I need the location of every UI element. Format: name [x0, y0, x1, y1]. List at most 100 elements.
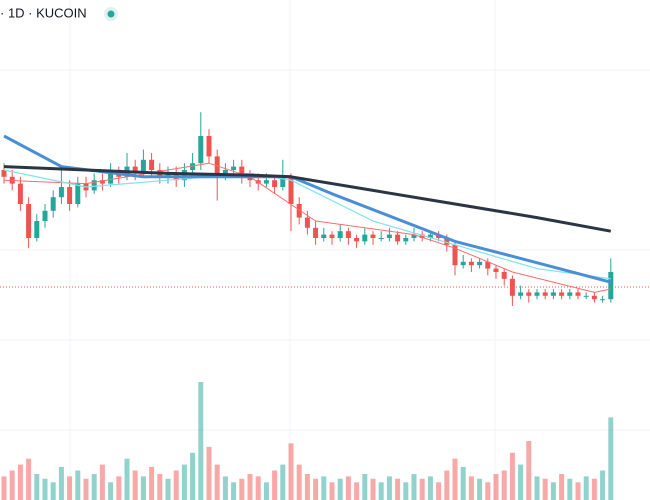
volume-bar — [501, 470, 507, 500]
volume-bar — [419, 478, 425, 500]
volume-bar — [436, 482, 442, 500]
volume-bar — [280, 464, 286, 500]
volume-bar — [411, 474, 417, 500]
chart-title: · 1D · KUCOIN — [0, 5, 87, 20]
moving-average — [3, 162, 611, 293]
candle-body — [263, 180, 269, 184]
candle-body — [58, 187, 64, 198]
candle-body — [411, 234, 417, 238]
volume-bar — [91, 474, 97, 500]
volume-bar — [231, 482, 237, 500]
volume-bar — [34, 474, 40, 500]
volume-bar — [354, 482, 360, 500]
candle-body — [190, 163, 196, 170]
candle-body — [214, 156, 220, 174]
volume-bar — [272, 470, 278, 500]
candle-body — [378, 238, 384, 239]
candle-body — [222, 170, 228, 174]
volume-bar — [17, 464, 23, 500]
volume-bar — [526, 441, 532, 500]
volume-bar — [403, 482, 409, 500]
volume-bar — [460, 466, 466, 500]
volume-bar — [50, 482, 56, 500]
candle-body — [313, 227, 319, 238]
volume-bar — [83, 478, 89, 500]
candle-body — [575, 292, 581, 296]
volume-bar — [313, 478, 319, 500]
candle-body — [559, 292, 565, 296]
volume-bar — [222, 476, 228, 500]
candle-body — [329, 234, 335, 238]
volume-bar — [477, 478, 483, 500]
candle-body — [370, 234, 376, 238]
candle-body — [337, 231, 343, 238]
volume-bar — [173, 470, 179, 500]
volume-bar — [534, 476, 540, 500]
volume-bar — [608, 417, 614, 500]
candle-body — [485, 261, 491, 269]
candle-body — [304, 217, 310, 228]
volume-bar — [337, 478, 343, 500]
candle-body — [477, 261, 483, 266]
volume-bar — [9, 470, 15, 500]
moving-average — [3, 169, 611, 280]
candle-body — [67, 187, 73, 204]
volume-bar — [378, 482, 384, 500]
candle-body — [231, 166, 237, 170]
volume-bar — [485, 482, 491, 500]
volume-bar — [518, 464, 524, 500]
candle-body — [354, 238, 360, 242]
volume-bar — [329, 482, 335, 500]
volume-bar — [140, 476, 146, 500]
moving-average — [3, 165, 612, 233]
volume-bar — [600, 470, 606, 500]
volume-bar — [550, 482, 556, 500]
candle-body — [567, 292, 573, 296]
volume-bar — [583, 476, 589, 500]
volume-bar — [67, 476, 73, 500]
volume-bar — [99, 464, 105, 500]
candle-body — [288, 176, 294, 204]
volume-bar — [165, 478, 171, 500]
candle-body — [99, 180, 105, 184]
volume-bar — [370, 478, 376, 500]
volume-bar — [263, 482, 269, 500]
volume-bar — [132, 470, 138, 500]
candle-body — [501, 272, 507, 279]
candle-body — [239, 166, 245, 177]
candle-body — [42, 210, 48, 221]
candle-body — [272, 180, 278, 187]
candle-body — [526, 292, 532, 296]
candle-body — [1, 170, 7, 177]
volume-bar — [108, 482, 114, 500]
candle-body — [444, 238, 450, 245]
candle-body — [132, 166, 138, 174]
volume-bar — [198, 382, 204, 500]
volume-bar — [345, 476, 351, 500]
volume-bar — [124, 458, 130, 500]
volume-bar — [444, 470, 450, 500]
candle-body — [427, 234, 433, 238]
candle-body — [403, 238, 409, 242]
volume-bar — [575, 482, 581, 500]
candle-body — [419, 234, 425, 238]
volume-bar — [214, 464, 220, 500]
volume-bar — [304, 474, 310, 500]
volume-bar — [296, 464, 302, 500]
candle-body — [26, 204, 32, 238]
candle-body — [198, 136, 204, 164]
volume-bar — [58, 466, 64, 500]
volume-bar — [75, 470, 81, 500]
volume-bar — [288, 443, 294, 500]
candle-body — [17, 183, 23, 204]
candle-body — [321, 234, 327, 238]
volume-bar — [559, 474, 565, 500]
candle-body — [91, 180, 97, 191]
volume-bar — [427, 476, 433, 500]
volume-bar — [567, 478, 573, 500]
volume-bar — [542, 478, 548, 500]
volume-bar — [157, 474, 163, 500]
candle-body — [583, 295, 589, 297]
candle-body — [460, 261, 466, 266]
